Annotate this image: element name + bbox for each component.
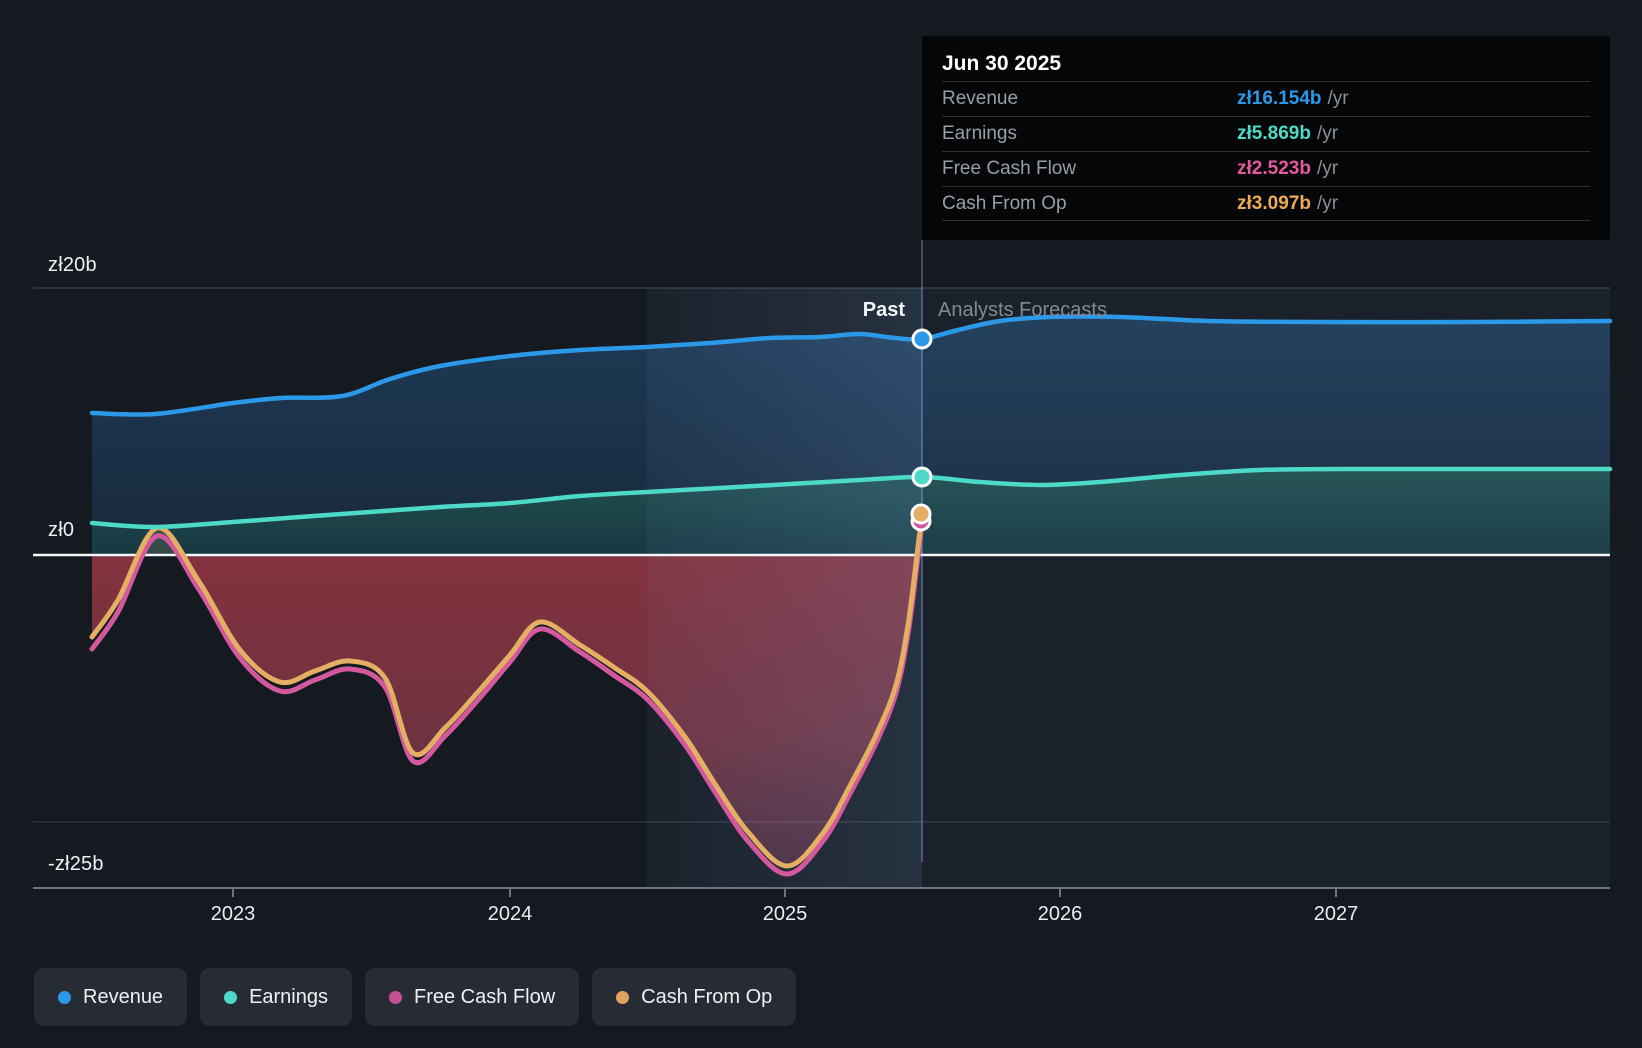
cashop-marker — [910, 503, 932, 525]
x-label-2027: 2027 — [1313, 903, 1359, 925]
cash-from-op-line — [89, 511, 925, 869]
legend-label: Free Cash Flow — [414, 985, 556, 1008]
tooltip-label: Cash From Op — [942, 192, 1067, 214]
earnings-dot-icon — [224, 990, 238, 1004]
earnings-line — [89, 466, 1613, 530]
tooltip-value: zł5.869b — [1237, 123, 1311, 144]
x-axis-ticks — [232, 889, 1337, 897]
forecast-region — [922, 288, 1610, 888]
tooltip-row-revenue: Revenue zł16.154b/yr — [942, 81, 1590, 116]
forecast-region-label: Analysts Forecasts — [938, 299, 1107, 321]
legend-label: Cash From Op — [641, 985, 773, 1008]
tooltip-unit: /yr — [1316, 123, 1339, 144]
past-region-label: Past — [862, 299, 905, 321]
today-markers — [910, 328, 933, 532]
legend-item-earnings[interactable]: Earnings — [200, 968, 352, 1026]
last-year-highlight-band — [647, 288, 922, 888]
legend-label: Earnings — [249, 985, 328, 1008]
legend-item-cash-from-op[interactable]: Cash From Op — [592, 968, 797, 1026]
legend-label: Revenue — [83, 985, 164, 1008]
x-label-2024: 2024 — [487, 903, 533, 925]
tooltip-label: Free Cash Flow — [942, 158, 1077, 179]
tooltip-unit: /yr — [1316, 158, 1339, 179]
tooltip-unit: /yr — [1327, 88, 1349, 109]
y-label-0: zł0 — [48, 519, 75, 541]
earnings-marker — [911, 466, 933, 488]
revenue-line — [89, 314, 1613, 417]
revenue-marker — [911, 328, 933, 350]
chart-legend: Revenue Earnings Free Cash Flow Cash Fro… — [34, 968, 797, 1026]
tooltip-value: zł2.523b — [1237, 158, 1311, 179]
x-label-2026: 2026 — [1037, 903, 1083, 925]
tooltip-label: Earnings — [942, 123, 1017, 144]
tooltip-row-free-cash-flow: Free Cash Flow zł2.523b/yr — [942, 151, 1590, 186]
tooltip-row-earnings: Earnings zł5.869b/yr — [942, 116, 1590, 151]
legend-item-revenue[interactable]: Revenue — [34, 968, 188, 1026]
tooltip-row-cash-from-op: Cash From Op zł3.097b/yr — [942, 186, 1590, 221]
tooltip-value: zł16.154b — [1237, 88, 1322, 109]
legend-item-free-cash-flow[interactable]: Free Cash Flow — [365, 968, 580, 1026]
chart-tooltip: Jun 30 2025 Revenue zł16.154b/yr Earning… — [922, 36, 1610, 240]
tooltip-unit: /yr — [1316, 192, 1339, 214]
free-cash-flow-dot-icon — [389, 990, 402, 1004]
y-label-20b: zł20b — [48, 254, 97, 276]
x-label-2025: 2025 — [762, 903, 808, 925]
x-label-2023: 2023 — [210, 903, 256, 925]
tooltip-date: Jun 30 2025 — [942, 52, 1062, 75]
revenue-dot-icon — [58, 990, 71, 1004]
free-cash-flow-line — [89, 518, 925, 877]
tooltip-value: zł3.097b — [1237, 192, 1311, 214]
tooltip-label: Revenue — [942, 88, 1019, 109]
cash-from-op-dot-icon — [616, 990, 630, 1004]
y-label-neg25b: -zł25b — [48, 853, 104, 875]
